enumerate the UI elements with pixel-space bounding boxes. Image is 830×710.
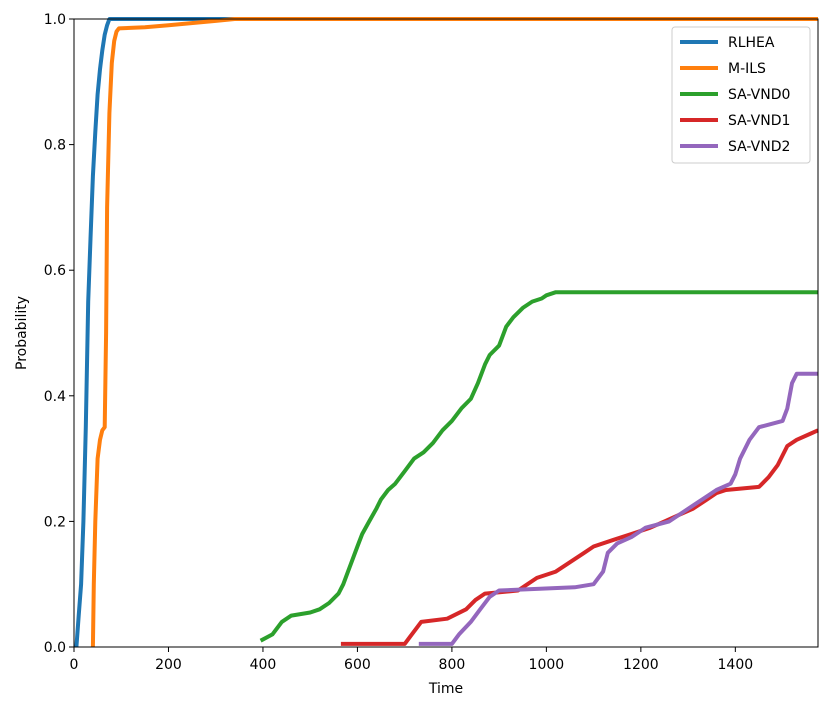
legend: RLHEA M-ILS SA-VND0 SA-VND1 SA-VND2 [671,26,811,164]
x-axis-ticks: 0 200 400 600 800 1000 1200 1400 [70,647,754,673]
x-tick-label: 600 [344,657,371,673]
y-tick-label: 1.0 [44,12,66,28]
legend-box [671,26,811,164]
x-tick-label: 400 [250,657,277,673]
legend-label: SA-VND2 [728,139,790,155]
y-tick-label: 0.6 [44,263,66,279]
y-tick-label: 0.8 [44,138,66,154]
plot-frame [73,18,819,648]
y-tick-label: 0.2 [44,514,66,530]
legend-label: SA-VND0 [728,87,790,103]
series-line-m-ils [90,17,818,648]
series-line-sa-vnd0 [259,290,818,643]
legend-label: M-ILS [728,61,766,77]
series-line-sa-vnd1 [340,428,819,646]
legend-label: RLHEA [728,35,775,51]
x-axis-label: Time [428,681,463,697]
x-tick-label: 200 [155,657,182,673]
x-tick-label: 1200 [623,657,659,673]
series-layer [74,17,819,648]
series-line-sa-vnd2 [418,371,818,646]
x-tick-label: 0 [70,657,79,673]
x-tick-label: 1000 [529,657,565,673]
y-tick-label: 0.0 [44,640,66,656]
series-line-rlhea [74,17,818,648]
y-axis-ticks: 0.0 0.2 0.4 0.6 0.8 1.0 [44,12,74,656]
y-tick-label: 0.4 [44,389,66,405]
y-axis-label: Probability [14,296,30,370]
x-tick-label: 1400 [718,657,754,673]
legend-label: SA-VND1 [728,113,790,129]
x-tick-label: 800 [439,657,466,673]
